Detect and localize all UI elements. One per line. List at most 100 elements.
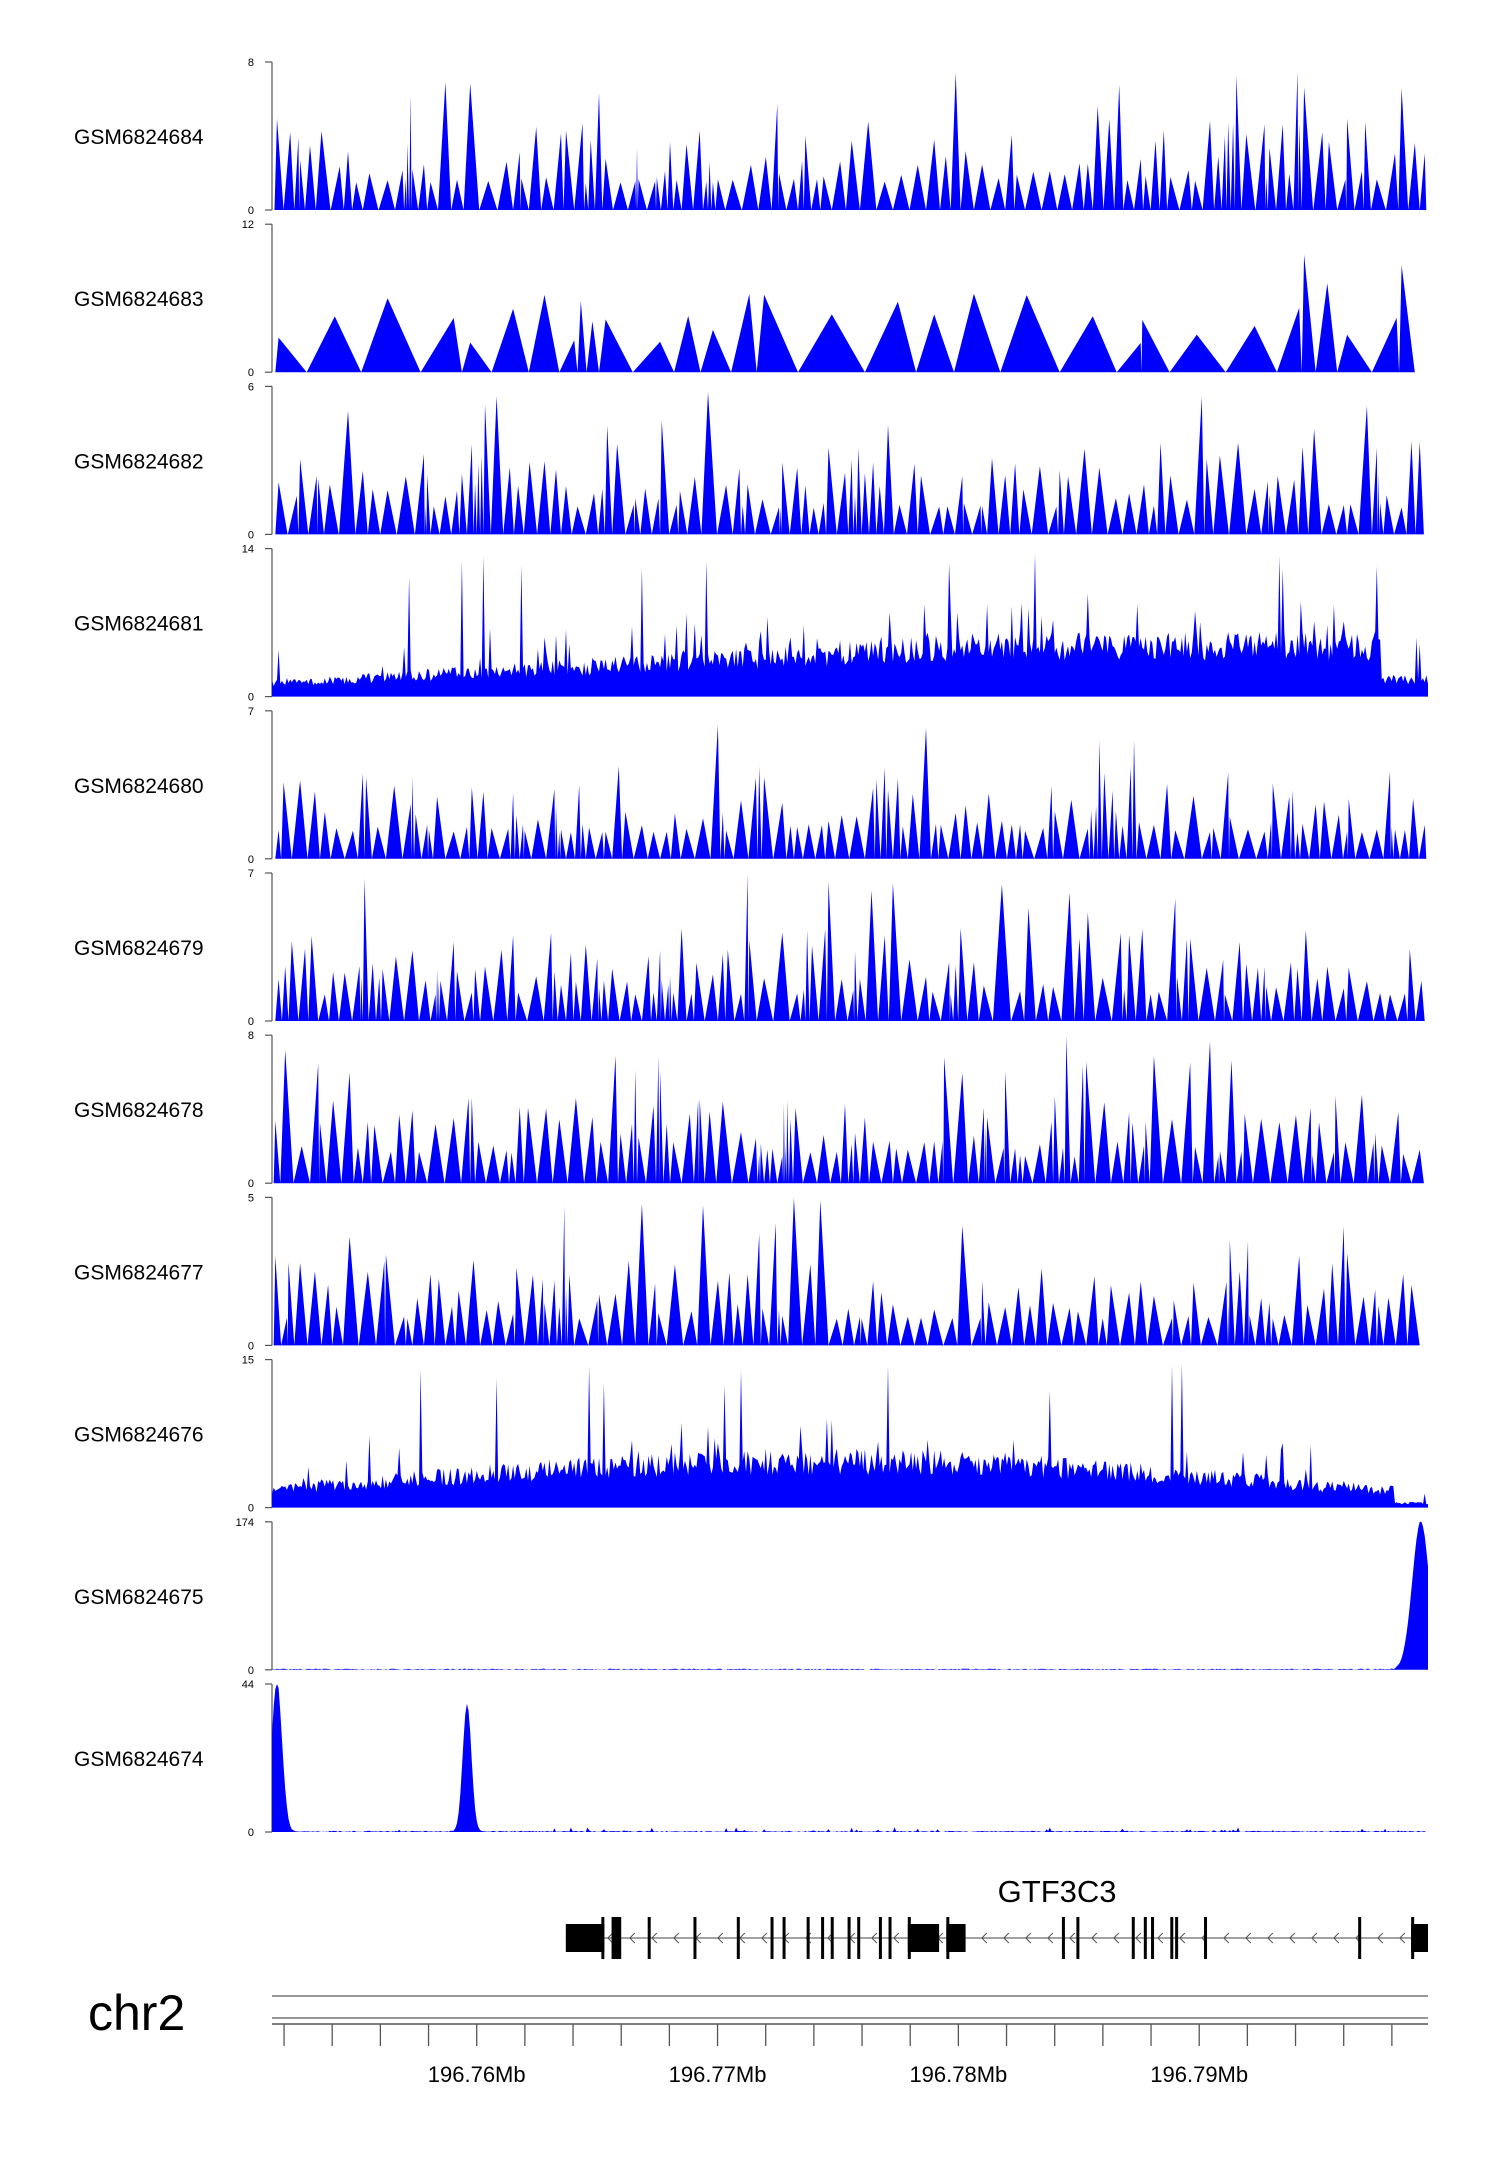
strand-arrow: [981, 1932, 988, 1944]
strand-arrow: [1025, 1932, 1032, 1944]
track-GSM6824684: GSM6824684 8 0: [74, 57, 1428, 217]
track-GSM6824683: GSM6824683 12 0: [74, 219, 1428, 379]
exon: [847, 1917, 851, 1959]
y-min-label: 0: [248, 1340, 254, 1352]
y-max-label: 6: [248, 381, 254, 393]
y-max-label: 12: [242, 219, 254, 231]
signal-tracks: GSM682468480GSM6824683120GSM682468260GSM…: [74, 57, 1428, 1839]
strand-arrow: [717, 1932, 724, 1944]
track-label: GSM6824681: [74, 613, 204, 636]
axis-tick-label: 196.79Mb: [1150, 2062, 1248, 2087]
exon: [830, 1917, 834, 1959]
strand-arrow: [651, 1932, 658, 1944]
track-GSM6824681: GSM6824681 14 0: [74, 544, 1428, 704]
exon-edge: [601, 1917, 605, 1959]
y-max-label: 174: [236, 1517, 254, 1529]
strand-arrow: [1289, 1932, 1296, 1944]
axis-tick-label: 196.78Mb: [909, 2062, 1007, 2087]
y-min-label: 0: [248, 854, 254, 866]
track-label: GSM6824675: [74, 1586, 204, 1609]
exon: [806, 1917, 810, 1959]
exon: [1411, 1924, 1428, 1952]
track-GSM6824679: GSM6824679 7 0: [74, 868, 1428, 1028]
y-max-label: 7: [248, 868, 254, 880]
y-max-label: 8: [248, 1030, 254, 1042]
y-max-label: 15: [242, 1355, 254, 1367]
signal-area: [272, 254, 1428, 373]
strand-arrow: [893, 1932, 900, 1944]
exon: [736, 1917, 740, 1959]
signal-area: [272, 725, 1428, 859]
y-min-label: 0: [248, 1503, 254, 1515]
strand-arrow: [1333, 1932, 1340, 1944]
axis-tick-label: 196.76Mb: [428, 2062, 526, 2087]
signal-area: [272, 1521, 1428, 1670]
exon: [821, 1917, 825, 1959]
strand-arrow: [1267, 1932, 1274, 1944]
y-min-label: 0: [248, 1178, 254, 1190]
y-max-label: 5: [248, 1192, 254, 1204]
exon: [1358, 1917, 1362, 1959]
track-label: GSM6824674: [74, 1748, 204, 1771]
signal-area: [272, 1035, 1428, 1184]
strand-arrow: [629, 1932, 636, 1944]
strand-arrow: [673, 1932, 680, 1944]
strand-arrow: [1311, 1932, 1318, 1944]
track-GSM6824675: GSM6824675 174 0: [74, 1517, 1428, 1677]
strand-arrow: [1245, 1932, 1252, 1944]
strand-arrow: [1069, 1932, 1076, 1944]
strand-arrow: [1157, 1932, 1164, 1944]
strand-arrow: [761, 1932, 768, 1944]
axis-tick-label: 196.77Mb: [669, 2062, 767, 2087]
track-label: GSM6824678: [74, 1099, 204, 1122]
exon-edge: [946, 1917, 950, 1959]
strand-arrow: [1179, 1932, 1186, 1944]
exon: [1204, 1917, 1208, 1959]
signal-area: [272, 1684, 1428, 1832]
track-label: GSM6824677: [74, 1261, 204, 1284]
exon: [1143, 1917, 1147, 1959]
track-GSM6824677: GSM6824677 5 0: [74, 1192, 1428, 1352]
exon-edge: [907, 1917, 911, 1959]
y-min-label: 0: [248, 1016, 254, 1028]
strand-arrow: [607, 1932, 614, 1944]
exon: [857, 1917, 861, 1959]
track-label: GSM6824679: [74, 937, 204, 960]
track-GSM6824680: GSM6824680 7 0: [74, 706, 1428, 866]
exon: [611, 1917, 622, 1959]
exon: [1131, 1917, 1135, 1959]
strand-arrow: [871, 1932, 878, 1944]
y-min-label: 0: [248, 1827, 254, 1839]
track-GSM6824682: GSM6824682 6 0: [74, 381, 1428, 541]
exon: [647, 1917, 651, 1959]
signal-area: [272, 1363, 1428, 1508]
signal-area: [272, 71, 1428, 210]
y-max-label: 8: [248, 57, 254, 69]
y-max-label: 7: [248, 706, 254, 718]
genome-axis: chr2 196.76Mb 196.77Mb 196.78Mb 196.79Mb: [88, 1985, 1428, 2087]
signal-area: [272, 874, 1428, 1021]
exon: [782, 1917, 786, 1959]
gene-label: GTF3C3: [998, 1874, 1117, 1909]
exon: [888, 1917, 892, 1959]
exon: [878, 1917, 882, 1959]
y-max-label: 14: [242, 544, 254, 556]
track-GSM6824678: GSM6824678 8 0: [74, 1030, 1428, 1190]
exon: [907, 1924, 940, 1952]
track-label: GSM6824684: [74, 126, 204, 149]
signal-area: [272, 392, 1428, 535]
signal-area: [272, 553, 1428, 697]
track-GSM6824676: GSM6824676 15 0: [74, 1355, 1428, 1515]
exon-edge: [1411, 1917, 1415, 1959]
exon: [1175, 1917, 1179, 1959]
exon: [770, 1917, 774, 1959]
gene-track: GTF3C3: [565, 1874, 1428, 1959]
y-min-label: 0: [248, 367, 254, 379]
exon: [565, 1924, 605, 1952]
strand-arrow: [1091, 1932, 1098, 1944]
exon: [1151, 1917, 1155, 1959]
strand-arrow: [1223, 1932, 1230, 1944]
y-min-label: 0: [248, 1665, 254, 1677]
y-max-label: 44: [242, 1679, 254, 1691]
